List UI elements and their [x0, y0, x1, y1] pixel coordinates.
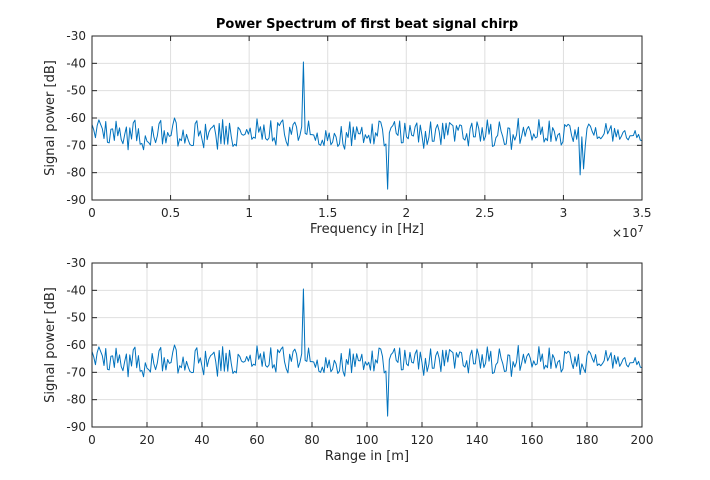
range-x-tick-label: 140	[466, 433, 489, 447]
spectrum-y-tick-label: -70	[66, 138, 86, 152]
range-y-axis-label: Signal power [dB]	[43, 287, 58, 403]
spectrum-x-tick-label: 3	[560, 206, 568, 220]
range-x-tick-label: 120	[411, 433, 434, 447]
spectrum-x-axis-label: Frequency in [Hz]	[310, 222, 424, 237]
spectrum-y-tick-label: -40	[66, 56, 86, 70]
range-plot: 0 20 40 60 80 100 120 140 160 180 200 -30 -40 -50 -60 -…	[43, 256, 653, 464]
range-y-tick-label: -90	[66, 420, 86, 434]
spectrum-x-tick-label: 2	[402, 206, 410, 220]
spectrum-x-exponent-label: ×107	[612, 224, 644, 240]
range-y-tick-label: -70	[66, 365, 86, 379]
range-x-tick-label: 0	[88, 433, 96, 447]
range-x-tick-label: 20	[139, 433, 154, 447]
range-x-tick-label: 40	[194, 433, 209, 447]
spectrum-y-axis-label: Signal power [dB]	[43, 60, 58, 176]
spectrum-x-tick-label: 2.5	[475, 206, 494, 220]
range-x-tick-label: 160	[521, 433, 544, 447]
spectrum-x-tick-label: 1.5	[318, 206, 337, 220]
range-series-line	[91, 288, 643, 417]
range-y-tick-label: -60	[66, 338, 86, 352]
spectrum-y-tick-label: -80	[66, 166, 86, 180]
spectrum-y-tick-label: -50	[66, 84, 86, 98]
spectrum-y-tick-label: -60	[66, 111, 86, 125]
range-y-tick-label: -30	[66, 256, 86, 270]
range-x-tick-label: 80	[304, 433, 319, 447]
range-y-tick-label: -80	[66, 393, 86, 407]
spectrum-x-tick-label: 0.5	[161, 206, 180, 220]
range-x-tick-label: 60	[249, 433, 264, 447]
spectrum-plot: 0 0.5 1 1.5 2 2.5 3 3.5 -30 -40 -50 -60 -70 -80 -90 Fre…	[43, 29, 652, 240]
range-x-tick-label: 200	[631, 433, 654, 447]
spectrum-series-line	[91, 61, 643, 190]
range-y-tick-label: -50	[66, 311, 86, 325]
spectrum-x-tick-label: 1	[245, 206, 253, 220]
spectrum-x-tick-label: 0	[88, 206, 96, 220]
range-x-axis-label: Range in [m]	[325, 449, 409, 464]
figure-title: Power Spectrum of first beat signal chir…	[216, 17, 518, 32]
range-x-tick-label: 180	[576, 433, 599, 447]
spectrum-y-tick-label: -30	[66, 29, 86, 43]
spectrum-x-tick-label: 3.5	[632, 206, 651, 220]
spectrum-y-tick-label: -90	[66, 193, 86, 207]
range-y-tick-label: -40	[66, 283, 86, 297]
range-x-tick-label: 100	[356, 433, 379, 447]
